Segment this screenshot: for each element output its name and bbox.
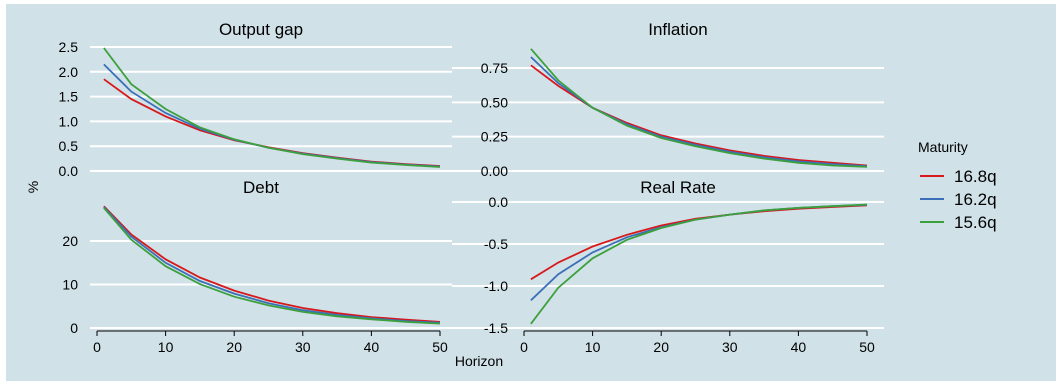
chart-canvas: Output gap 0.0 0.5 1.0 1.5 2.0 2.5 Inflation 0.0… (25, 20, 997, 369)
panel-title: Output gap (219, 20, 303, 39)
x-tick-label: 40 (364, 339, 380, 355)
panel-2: Debt 0 10 20 (62, 178, 452, 336)
y-tick-label: 0 (70, 320, 78, 336)
x-tick-label: 30 (722, 339, 738, 355)
legend-entry-label: 15.6q (954, 213, 997, 232)
y-axis-label: % (25, 181, 41, 193)
legend: Maturity 16.8q 16.2q 15.6q (918, 139, 997, 232)
y-tick-label: 0.0 (59, 163, 79, 179)
panel-1: Inflation 0.00 0.25 0.50 0.75 (452, 20, 884, 179)
series-line-16.8q (103, 78, 441, 167)
y-tick-label: 20 (62, 233, 78, 249)
x-tick-label: 10 (585, 339, 601, 355)
y-tick-label: 0.00 (481, 163, 508, 179)
x-tick-label: 10 (158, 339, 174, 355)
series-line-16.8q (530, 64, 868, 167)
x-axis-0: 0 10 20 30 40 50 (93, 330, 448, 355)
x-axis-1: 0 10 20 30 40 50 (520, 330, 875, 355)
legend-entry-label: 16.2q (954, 190, 997, 209)
y-tick-label: -1.5 (484, 320, 508, 336)
panel-0: Output gap 0.0 0.5 1.0 1.5 2.0 2.5 (59, 20, 452, 179)
series-line-15.6q (103, 47, 441, 168)
legend-title: Maturity (918, 139, 968, 155)
y-tick-label: 0.25 (481, 129, 508, 145)
legend-entry-label: 16.8q (954, 167, 997, 186)
x-tick-label: 50 (859, 339, 875, 355)
x-tick-label: 0 (520, 339, 528, 355)
series-line-15.6q (530, 48, 868, 168)
panel-3: Real Rate -1.5 -1.0 -0.5 0.0 (452, 178, 884, 336)
x-tick-label: 20 (653, 339, 669, 355)
series-line-16.8q (103, 205, 441, 323)
panel-title: Real Rate (640, 178, 716, 197)
x-tick-label: 40 (791, 339, 807, 355)
y-tick-label: 2.5 (59, 39, 79, 55)
y-tick-label: -0.5 (484, 236, 508, 252)
y-tick-label: 2.0 (59, 64, 79, 80)
y-tick-label: 0.5 (59, 138, 79, 154)
panel-title: Debt (243, 178, 279, 197)
y-tick-label: 0.50 (481, 94, 508, 110)
y-tick-label: 1.0 (59, 113, 79, 129)
x-tick-label: 0 (93, 339, 101, 355)
y-tick-label: -1.0 (484, 278, 508, 294)
series-line-15.6q (103, 207, 441, 325)
y-tick-label: 0.0 (489, 194, 509, 210)
y-tick-label: 10 (62, 277, 78, 293)
y-tick-label: 1.5 (59, 89, 79, 105)
x-axis-label: Horizon (455, 353, 503, 369)
series-line-15.6q (530, 203, 868, 325)
x-tick-label: 30 (295, 339, 311, 355)
x-tick-label: 20 (226, 339, 242, 355)
series-line-16.2q (103, 63, 441, 168)
x-tick-label: 50 (432, 339, 448, 355)
panel-title: Inflation (648, 20, 708, 39)
chart-figure: Output gap 0.0 0.5 1.0 1.5 2.0 2.5 Inflation 0.0… (6, 4, 1056, 381)
y-tick-label: 0.75 (481, 60, 508, 76)
series-line-16.2q (530, 56, 868, 168)
